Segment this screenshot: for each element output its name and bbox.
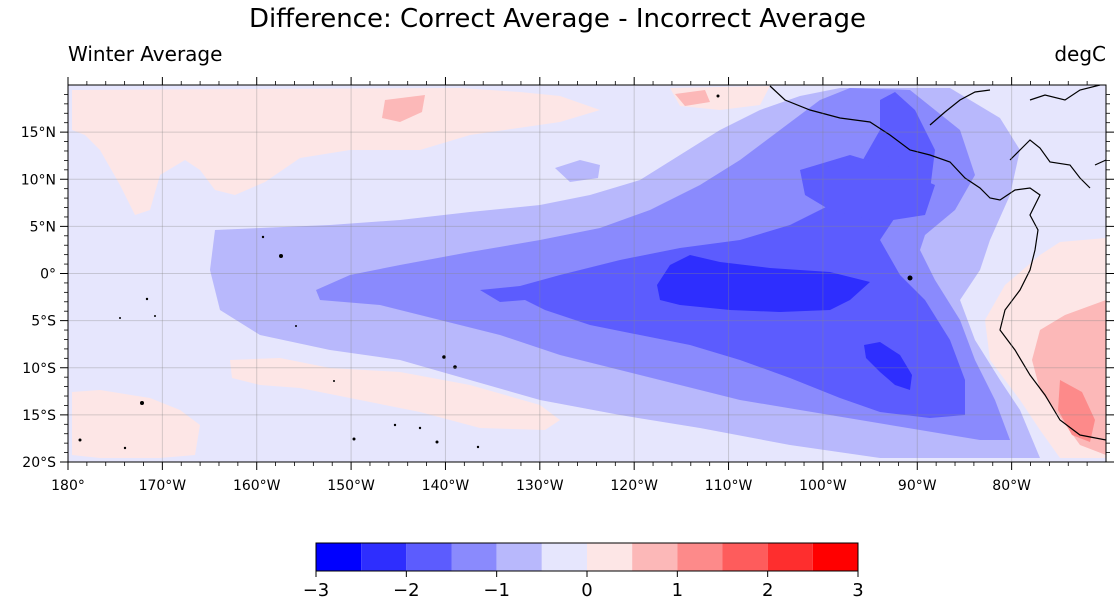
x-tick-label: 110°W: [705, 478, 753, 494]
colorbar-tick-label: 2: [762, 580, 773, 601]
contour-pos-peru-l2: [1058, 380, 1095, 442]
axes: 180° 170°W 160°W 150°W 140°W 130°W 120°W 110°W 1…: [21, 77, 1114, 494]
y-tick-label: 5°S: [31, 314, 56, 330]
x-tick-label: 160°W: [233, 478, 281, 494]
units-label: degC: [1054, 42, 1106, 66]
colorbar-tick-label: −1: [483, 580, 510, 601]
contour-neg-l4: [657, 255, 870, 312]
colorbar-segment: [812, 543, 858, 571]
colorbar-segment: [632, 543, 678, 571]
islands: [78, 94, 913, 450]
x-tick-label: 170°W: [139, 478, 187, 494]
island: [418, 426, 422, 430]
contour-neg-l3: [480, 92, 965, 418]
island: [442, 355, 446, 359]
colorbar-tick-label: −2: [393, 580, 420, 601]
x-tick-label: 120°W: [610, 478, 658, 494]
y-tick-label: 10°S: [22, 361, 56, 377]
x-tick-label: 180°: [51, 478, 85, 494]
colorbar-segment: [451, 543, 497, 571]
map-area: [68, 85, 1106, 462]
contour-pos-small-l1b: [675, 90, 710, 106]
colorbar-segment: [767, 543, 813, 571]
island: [295, 325, 297, 327]
contour-pos-north: [72, 88, 600, 215]
y-tick-label: 0°: [40, 267, 56, 283]
coastline-central-america: [769, 85, 1106, 441]
colorbar: −3 −2 −1 0 1 2 3: [303, 542, 864, 601]
coastline-yucatan: [1009, 139, 1091, 189]
contour-pos-small-l1: [382, 95, 425, 122]
contour-pos-south: [230, 358, 560, 430]
island: [393, 423, 397, 427]
island: [453, 365, 457, 369]
y-tick-label: 15°N: [21, 125, 56, 141]
y-tick-label: 15°S: [22, 408, 56, 424]
island: [145, 297, 149, 301]
colorbar-segment: [496, 543, 542, 571]
y-tick-label: 5°N: [30, 219, 56, 235]
island: [716, 94, 720, 98]
island: [476, 445, 480, 449]
contour-fills: [72, 86, 1106, 458]
island: [352, 437, 356, 441]
coastline-mexico-east: [929, 85, 1106, 166]
colorbar-segment: [722, 543, 768, 571]
chart-title: Difference: Correct Average - Incorrect …: [248, 4, 867, 34]
colorbar-tick-label: 0: [581, 580, 592, 601]
x-tick-label: 100°W: [799, 478, 847, 494]
contour-pos-sw: [72, 390, 200, 458]
colorbar-segment: [541, 543, 587, 571]
island: [119, 317, 121, 319]
x-tick-label: 90°W: [898, 478, 937, 494]
colorbar-segment: [677, 543, 723, 571]
island: [261, 235, 265, 239]
colorbar-tick-label: 1: [672, 580, 683, 601]
coastlines: [769, 85, 1106, 441]
island: [123, 446, 127, 450]
island: [907, 275, 913, 281]
y-tick-label: 20°S: [22, 455, 56, 471]
colorbar-tick-label: −3: [303, 580, 330, 601]
colorbar-tick-label: 3: [852, 580, 863, 601]
gridlines: [68, 85, 1106, 462]
colorbar-segment: [406, 543, 452, 571]
island: [154, 315, 156, 317]
x-tick-label: 150°W: [327, 478, 375, 494]
colorbar-segment: [316, 543, 362, 571]
contour-neg-l1-spot: [555, 160, 600, 182]
contour-neg-l4b: [864, 342, 912, 390]
island: [140, 401, 144, 405]
x-tick-label: 130°W: [516, 478, 564, 494]
subtitle-left: Winter Average: [68, 42, 223, 66]
island: [333, 380, 335, 382]
x-tick-label: 80°W: [992, 478, 1031, 494]
x-tick-label: 140°W: [422, 478, 470, 494]
colorbar-segment: [587, 543, 633, 571]
colorbar-segment: [361, 543, 407, 571]
island: [279, 254, 283, 258]
island: [435, 440, 439, 444]
contour-neg-l3b: [800, 155, 935, 222]
y-tick-label: 10°N: [21, 172, 56, 188]
island: [78, 438, 82, 442]
